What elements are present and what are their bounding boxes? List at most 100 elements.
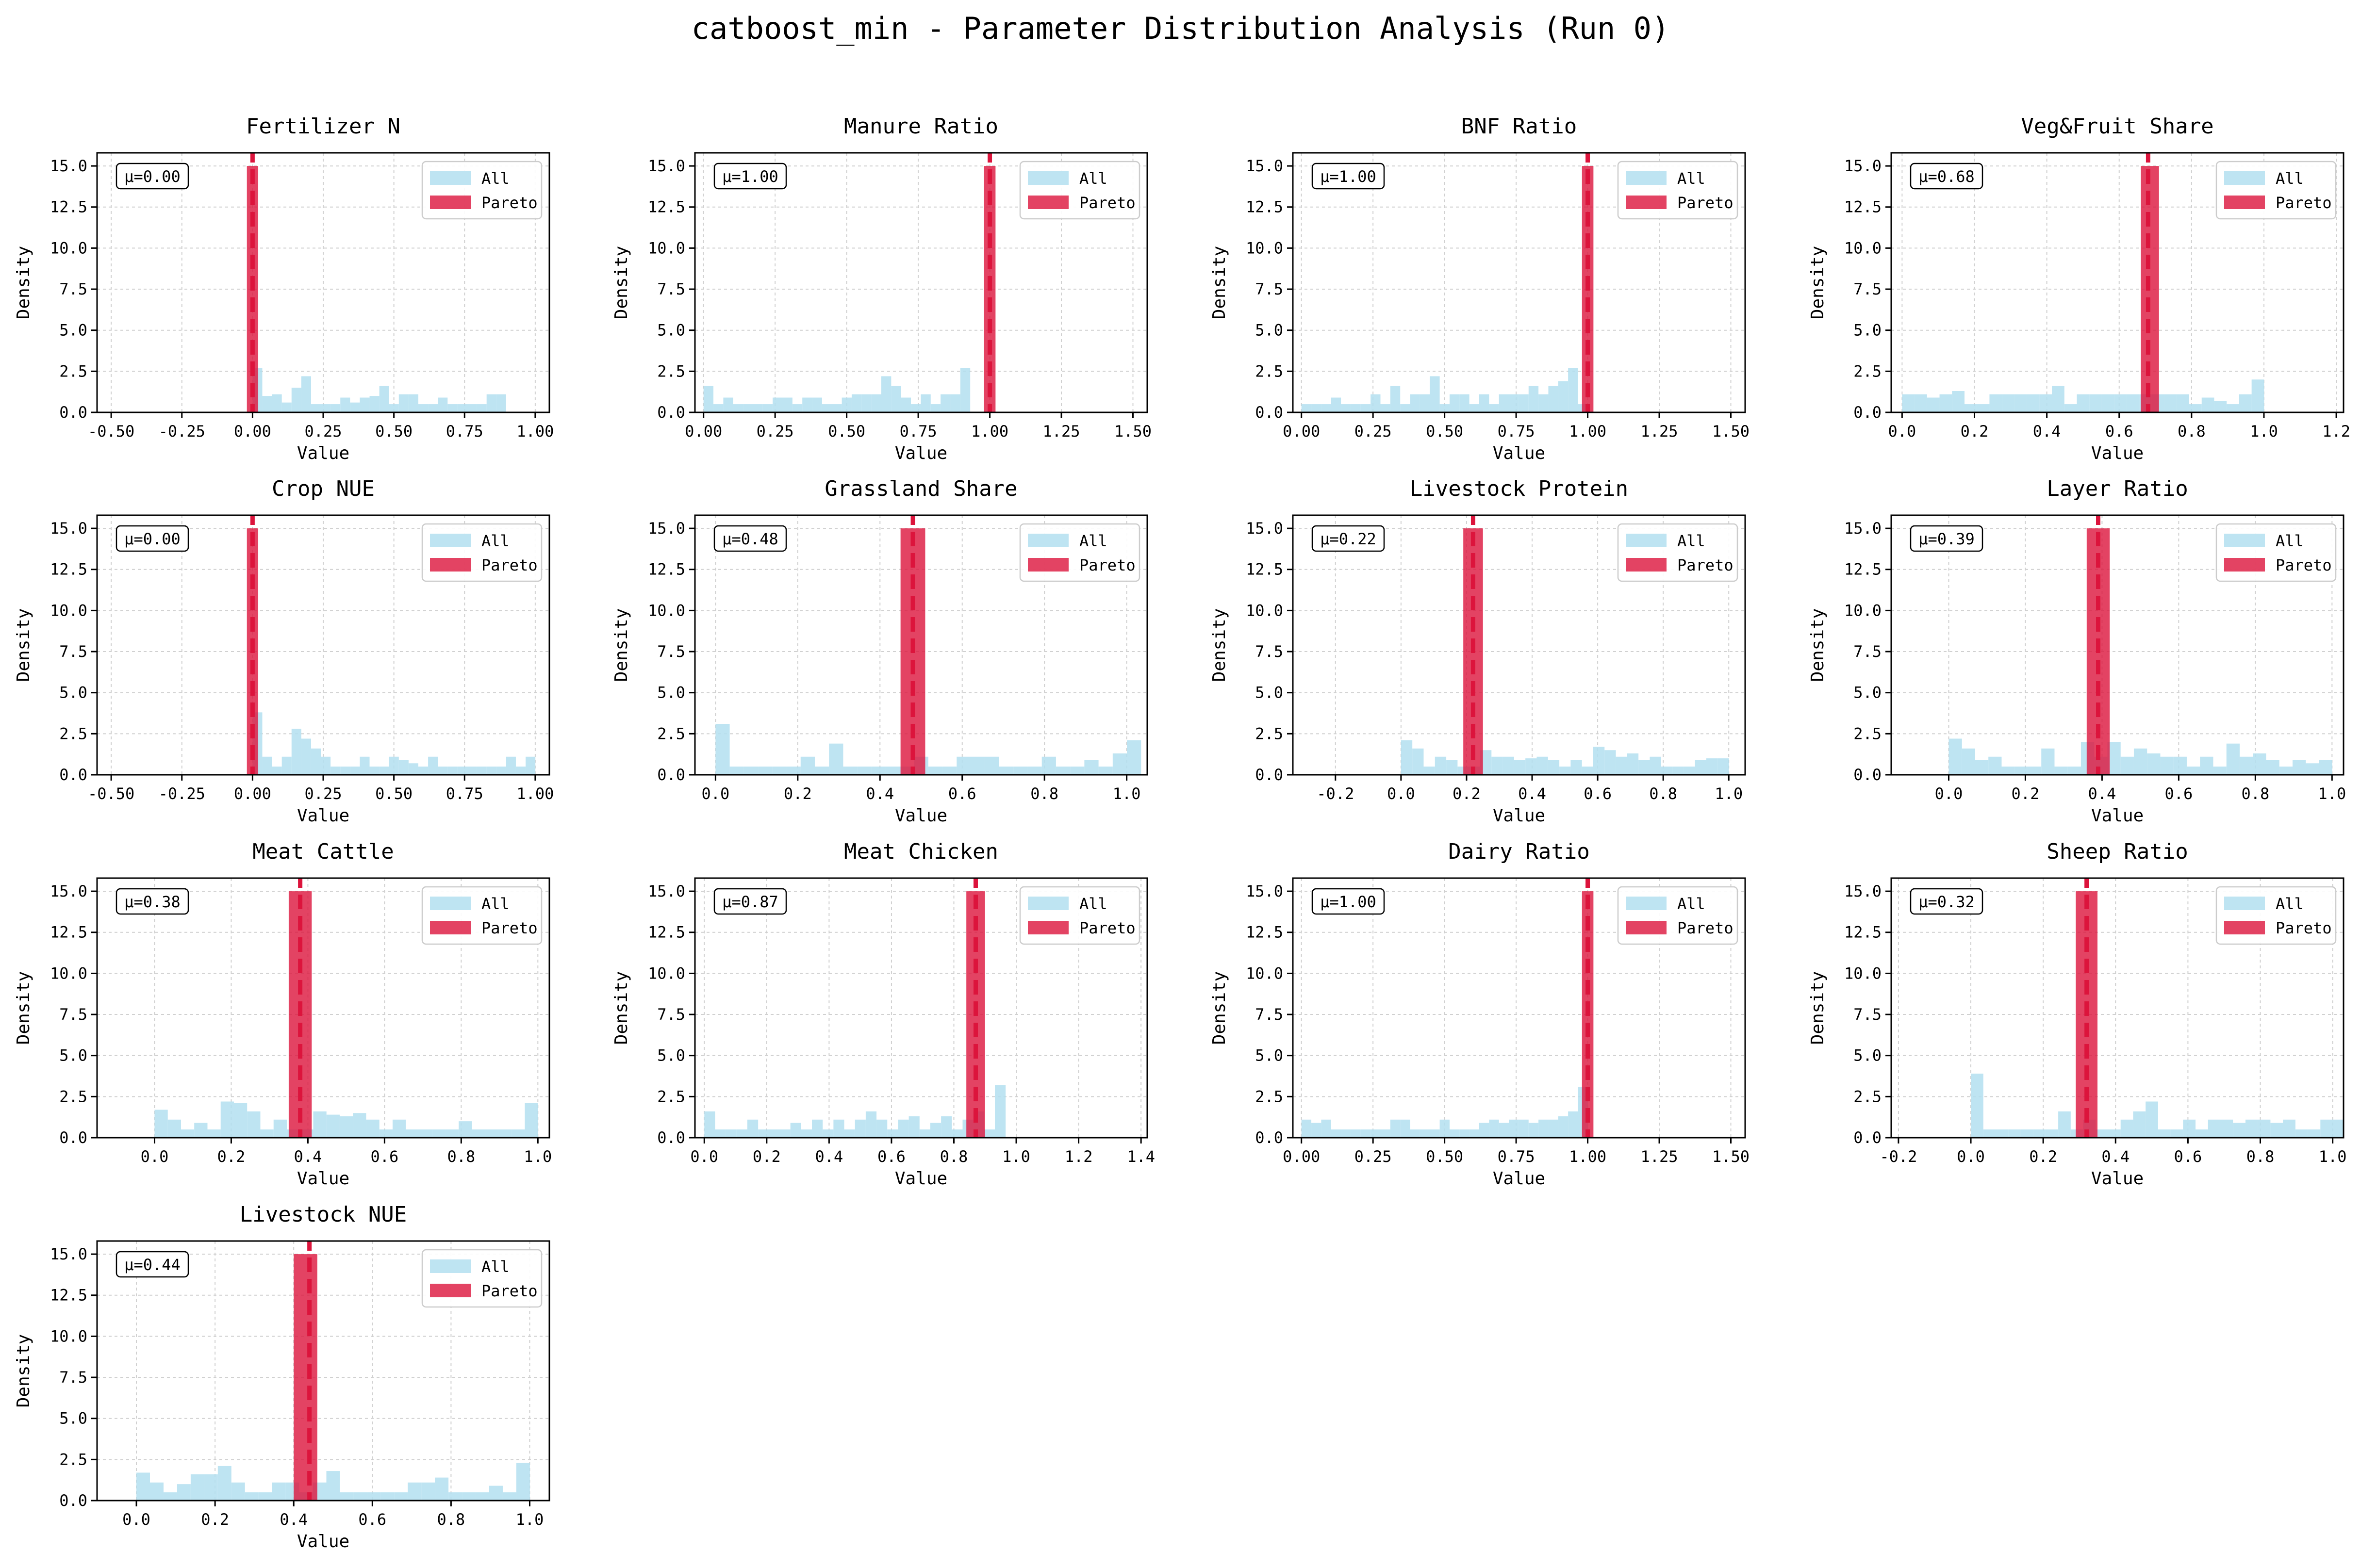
- all-bar: [901, 397, 911, 412]
- legend-swatch-all: [2224, 897, 2265, 910]
- x-tick-label: 1.50: [1712, 422, 1750, 441]
- mean-annotation-box: [116, 163, 189, 190]
- all-bar: [220, 1101, 234, 1138]
- x-tick-label: 1.0: [1002, 1147, 1030, 1166]
- all-bar: [2214, 401, 2227, 412]
- y-tick-label: 0.0: [1255, 1128, 1283, 1147]
- all-bar: [340, 767, 350, 775]
- panel-title: Veg&Fruit Share: [2021, 114, 2213, 139]
- panel-title: Livestock Protein: [1410, 476, 1628, 501]
- all-bar: [467, 404, 477, 412]
- x-tick-label: 0.25: [1354, 1147, 1392, 1166]
- y-tick-label: 15.0: [1246, 157, 1283, 175]
- y-axis-label: Density: [14, 971, 33, 1045]
- all-bar: [1410, 1129, 1420, 1138]
- x-tick-label: 0.00: [1283, 422, 1320, 441]
- x-tick-label: 0.25: [1354, 422, 1392, 441]
- y-tick-label: 2.5: [657, 1087, 685, 1106]
- all-bar: [1528, 386, 1539, 412]
- all-bar: [2245, 1119, 2258, 1138]
- all-bar: [891, 386, 901, 412]
- all-bar: [1604, 750, 1616, 775]
- all-bar: [1084, 760, 1099, 775]
- x-tick-label: 0.2: [2012, 784, 2040, 803]
- y-tick-label: 0.0: [1255, 403, 1283, 422]
- all-bar: [999, 767, 1014, 775]
- all-bar: [457, 767, 467, 775]
- all-bar: [2077, 394, 2090, 412]
- y-tick-label: 10.0: [1844, 601, 1882, 620]
- x-tick-label: -0.50: [88, 422, 134, 441]
- histogram-panel: -0.50 -0.25 0.00 0.25 0.50 0.75 1.00 0.0 2.5 5.0 7…: [14, 114, 554, 463]
- all-bar: [1439, 404, 1450, 412]
- all-bar: [1695, 760, 1706, 775]
- all-bar: [1390, 386, 1401, 412]
- all-bar: [1410, 394, 1420, 412]
- all-bar: [496, 394, 506, 412]
- x-tick-label: 0.2: [1961, 422, 1989, 441]
- y-tick-label: 10.0: [50, 1327, 87, 1345]
- x-axis-label: Value: [1493, 806, 1545, 826]
- all-bar: [2239, 756, 2253, 775]
- all-bar: [942, 767, 957, 775]
- y-tick-label: 7.5: [1255, 1005, 1283, 1024]
- all-bar: [435, 1477, 449, 1501]
- all-bar: [2008, 1129, 2021, 1138]
- x-tick-label: 1.00: [1569, 422, 1606, 441]
- all-bar: [887, 1129, 898, 1138]
- all-bar: [1459, 394, 1469, 412]
- x-tick-label: 0.2: [753, 1147, 781, 1166]
- all-bar: [301, 376, 311, 412]
- all-bar: [379, 767, 389, 775]
- x-tick-label: 1.2: [1065, 1147, 1093, 1166]
- all-bar: [2213, 767, 2227, 775]
- all-bar: [515, 767, 526, 775]
- all-bar: [1321, 404, 1331, 412]
- legend-swatch-pareto: [1028, 196, 1069, 209]
- all-bar: [1380, 1129, 1390, 1138]
- y-tick-label: 15.0: [648, 519, 685, 538]
- x-tick-label: 0.6: [2105, 422, 2133, 441]
- y-tick-label: 5.0: [1255, 684, 1283, 702]
- all-bar: [177, 1484, 191, 1501]
- all-bar: [2146, 1101, 2158, 1138]
- y-axis-label: Density: [14, 1334, 33, 1408]
- y-tick-label: 12.5: [50, 198, 87, 216]
- mean-annotation: μ=1.00: [1320, 167, 1376, 186]
- all-bar: [467, 767, 477, 775]
- all-bar: [2160, 756, 2174, 775]
- x-axis-label: Value: [2091, 443, 2144, 463]
- x-tick-label: 0.0: [1888, 422, 1916, 441]
- all-bar: [472, 1129, 485, 1138]
- histogram-panel: 0.0 0.2 0.4 0.6 0.8 1.0 0.0 2.5 5.0 7.5 10.0 12.5 15…: [14, 1202, 550, 1552]
- all-bar: [2196, 1129, 2208, 1138]
- panel-title: Dairy Ratio: [1448, 839, 1589, 864]
- all-bar: [418, 404, 429, 412]
- all-bar: [844, 1129, 855, 1138]
- x-tick-label: 0.4: [1518, 784, 1546, 803]
- all-bar: [2333, 1119, 2344, 1138]
- all-bar: [421, 1482, 435, 1501]
- all-bar: [1027, 767, 1042, 775]
- all-bar: [704, 1111, 715, 1138]
- all-bar: [2147, 753, 2161, 775]
- y-tick-label: 2.5: [657, 724, 685, 743]
- all-bar: [1390, 1119, 1401, 1138]
- all-bar: [1360, 404, 1371, 412]
- histogram-panel: 0.0 0.2 0.4 0.6 0.8 1.0 0.0 2.5 5.0 7.5 10.0 12.5 15…: [611, 476, 1148, 826]
- all-bar: [496, 767, 506, 775]
- all-bar: [419, 1129, 432, 1138]
- all-bar: [1449, 394, 1460, 412]
- legend-label-pareto: Pareto: [481, 194, 538, 212]
- y-tick-label: 0.0: [59, 403, 87, 422]
- mean-annotation-box: [1910, 525, 1983, 552]
- all-bar: [1351, 404, 1361, 412]
- all-bar: [2108, 1129, 2121, 1138]
- all-bar: [330, 767, 341, 775]
- all-bar: [398, 760, 409, 775]
- all-bar: [2041, 748, 2055, 775]
- all-bar: [743, 767, 759, 775]
- all-bar: [273, 1119, 287, 1138]
- y-tick-label: 15.0: [50, 157, 87, 175]
